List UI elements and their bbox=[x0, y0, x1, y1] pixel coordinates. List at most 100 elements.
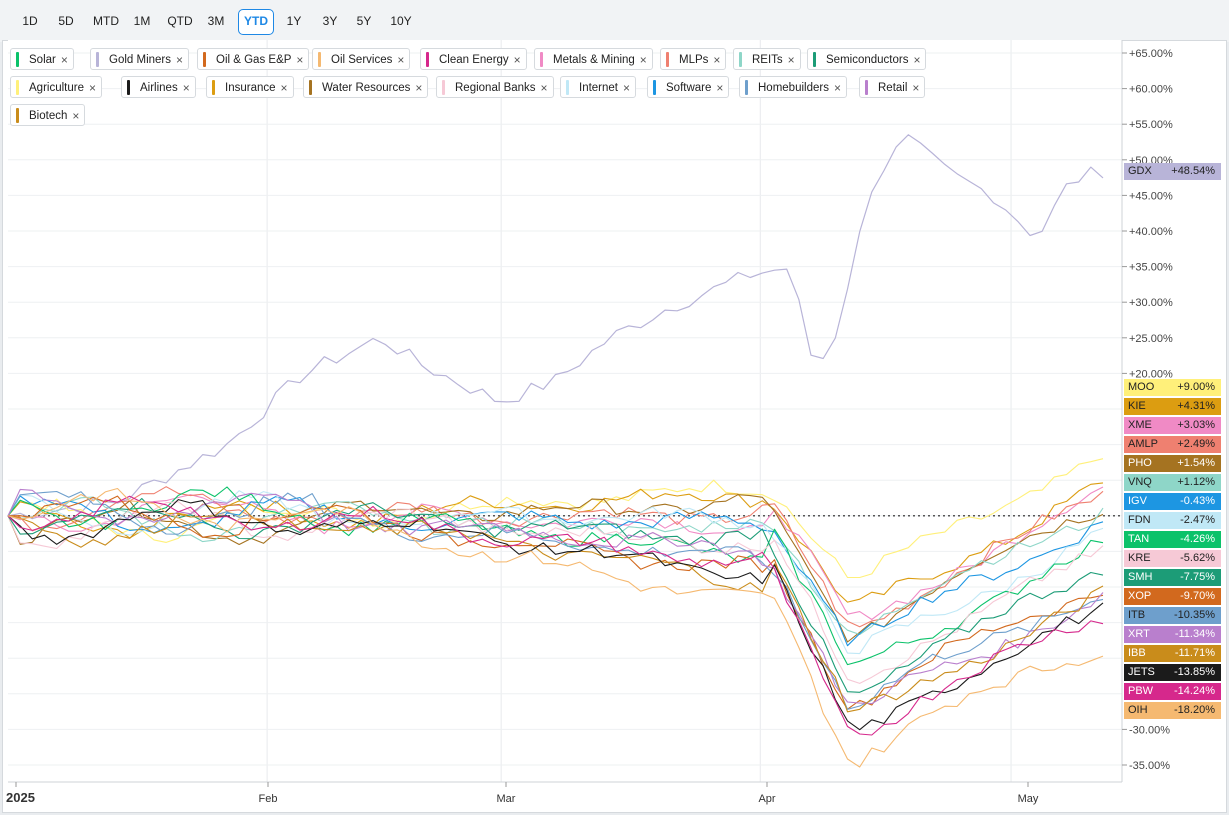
series-chip-oil-services[interactable]: Oil Services × bbox=[312, 48, 411, 70]
value-tag-percent: -11.71% bbox=[1174, 647, 1215, 659]
series-chip-gold-miners[interactable]: Gold Miners × bbox=[90, 48, 189, 70]
series-chip-semiconductors[interactable]: Semiconductors × bbox=[807, 48, 927, 70]
range-button-3m[interactable]: 3M bbox=[207, 14, 225, 28]
value-tag-symbol: IBB bbox=[1128, 647, 1146, 659]
range-button-mtd[interactable]: MTD bbox=[93, 14, 119, 28]
x-tick-label: May bbox=[1018, 793, 1039, 805]
series-chip-biotech[interactable]: Biotech × bbox=[10, 104, 86, 126]
remove-series-icon[interactable]: × bbox=[88, 81, 96, 95]
series-line-smh bbox=[7, 497, 1104, 693]
series-color-swatch bbox=[16, 80, 19, 95]
range-button-ytd[interactable]: YTD bbox=[238, 9, 274, 35]
value-tag-gdx: GDX +48.54% bbox=[1124, 163, 1221, 180]
remove-series-icon[interactable]: × bbox=[60, 53, 68, 67]
x-tick-label: Feb bbox=[259, 793, 278, 805]
value-tag-smh: SMH -7.75% bbox=[1124, 569, 1221, 586]
remove-series-icon[interactable]: × bbox=[397, 53, 405, 67]
series-chip-reits[interactable]: REITs × bbox=[733, 48, 801, 70]
series-chip-label: Oil & Gas E&P bbox=[216, 54, 292, 66]
series-chip-label: Software bbox=[666, 82, 712, 94]
series-chip-label: Clean Energy bbox=[439, 54, 509, 66]
remove-series-icon[interactable]: × bbox=[833, 81, 841, 95]
series-chip-solar[interactable]: Solar × bbox=[10, 48, 74, 70]
range-button-qtd[interactable]: QTD bbox=[167, 14, 193, 28]
remove-series-icon[interactable]: × bbox=[639, 53, 647, 67]
series-chip-software[interactable]: Software × bbox=[647, 76, 730, 98]
series-chip-internet[interactable]: Internet × bbox=[560, 76, 636, 98]
value-tag-percent: +1.12% bbox=[1177, 476, 1215, 488]
series-chip-clean-energy[interactable]: Clean Energy × bbox=[420, 48, 527, 70]
value-tag-symbol: XME bbox=[1128, 419, 1152, 431]
series-chip-retail[interactable]: Retail × bbox=[859, 76, 926, 98]
remove-series-icon[interactable]: × bbox=[787, 53, 795, 67]
remove-series-icon[interactable]: × bbox=[72, 109, 80, 123]
series-chip-metals-mining[interactable]: Metals & Mining × bbox=[534, 48, 653, 70]
value-tag-xme: XME +3.03% bbox=[1124, 417, 1221, 434]
value-tag-itb: ITB -10.35% bbox=[1124, 607, 1221, 624]
remove-series-icon[interactable]: × bbox=[513, 53, 521, 67]
value-tag-percent: -14.24% bbox=[1174, 685, 1215, 697]
series-line-tan bbox=[7, 486, 1104, 666]
remove-series-icon[interactable]: × bbox=[415, 81, 423, 95]
series-line-fdn bbox=[7, 490, 1104, 655]
series-chip-airlines[interactable]: Airlines × bbox=[121, 76, 196, 98]
remove-series-icon[interactable]: × bbox=[175, 53, 183, 67]
remove-series-icon[interactable]: × bbox=[912, 81, 920, 95]
range-button-10y[interactable]: 10Y bbox=[390, 14, 412, 28]
range-button-5y[interactable]: 5Y bbox=[356, 14, 372, 28]
range-button-3y[interactable]: 3Y bbox=[322, 14, 338, 28]
remove-series-icon[interactable]: × bbox=[713, 53, 721, 67]
value-tag-percent: +2.49% bbox=[1177, 438, 1215, 450]
range-button-1m[interactable]: 1M bbox=[133, 14, 151, 28]
x-tick-label: Mar bbox=[497, 793, 516, 805]
remove-series-icon[interactable]: × bbox=[296, 53, 304, 67]
series-chip-regional-banks[interactable]: Regional Banks × bbox=[436, 76, 554, 98]
remove-series-icon[interactable]: × bbox=[540, 81, 548, 95]
remove-series-icon[interactable]: × bbox=[280, 81, 288, 95]
series-chip-label: Gold Miners bbox=[109, 54, 171, 66]
value-tag-jets: JETS -13.85% bbox=[1124, 664, 1221, 681]
series-line-xop bbox=[7, 495, 1104, 710]
value-tag-percent: -0.43% bbox=[1180, 495, 1215, 507]
series-chip-homebuilders[interactable]: Homebuilders × bbox=[739, 76, 847, 98]
range-button-1y[interactable]: 1Y bbox=[286, 14, 302, 28]
value-tag-symbol: OIH bbox=[1128, 704, 1148, 716]
range-toolbar: 1D 5D MTD 1M QTD 3M YTD 1Y 3Y 5Y 10Y bbox=[0, 0, 1229, 42]
remove-series-icon[interactable]: × bbox=[913, 53, 921, 67]
value-tag-symbol: PBW bbox=[1128, 685, 1154, 697]
remove-series-icon[interactable]: × bbox=[622, 81, 630, 95]
value-tag-kre: KRE -5.62% bbox=[1124, 550, 1221, 567]
plot-area bbox=[8, 40, 1122, 782]
y-tick-label: +40.00% bbox=[1129, 226, 1173, 238]
x-tick-label: Apr bbox=[758, 793, 775, 805]
series-color-swatch bbox=[865, 80, 868, 95]
y-tick-label: -35.00% bbox=[1129, 760, 1170, 772]
value-tag-symbol: XRT bbox=[1128, 628, 1150, 640]
series-chip-insurance[interactable]: Insurance × bbox=[206, 76, 294, 98]
value-tag-symbol: VNQ bbox=[1128, 476, 1152, 488]
value-tag-pbw: PBW -14.24% bbox=[1124, 683, 1221, 700]
value-tag-moo: MOO +9.00% bbox=[1124, 379, 1221, 396]
value-tag-symbol: XOP bbox=[1128, 590, 1152, 602]
value-tag-fdn: FDN -2.47% bbox=[1124, 512, 1221, 529]
series-chip-water-resources[interactable]: Water Resources × bbox=[303, 76, 429, 98]
value-tag-symbol: JETS bbox=[1128, 666, 1155, 678]
value-tag-percent: +4.31% bbox=[1177, 400, 1215, 412]
value-tag-percent: +48.54% bbox=[1171, 165, 1215, 177]
series-chip-agriculture[interactable]: Agriculture × bbox=[10, 76, 102, 98]
range-button-5d[interactable]: 5D bbox=[58, 14, 74, 28]
remove-series-icon[interactable]: × bbox=[716, 81, 724, 95]
remove-series-icon[interactable]: × bbox=[182, 81, 190, 95]
y-tick-label: +65.00% bbox=[1129, 48, 1173, 60]
range-button-1d[interactable]: 1D bbox=[22, 14, 38, 28]
series-line-ibb bbox=[7, 503, 1104, 713]
value-tag-vnq: VNQ +1.12% bbox=[1124, 474, 1221, 491]
series-color-swatch bbox=[442, 80, 445, 95]
value-tag-percent: -11.34% bbox=[1174, 628, 1215, 640]
series-chip-label: Semiconductors bbox=[826, 54, 909, 66]
series-chip-oil-gas-e-p[interactable]: Oil & Gas E&P × bbox=[197, 48, 310, 70]
series-color-swatch bbox=[318, 52, 321, 67]
y-tick-label: +35.00% bbox=[1129, 262, 1173, 274]
y-tick-label: +60.00% bbox=[1129, 84, 1173, 96]
series-chip-mlps[interactable]: MLPs × bbox=[660, 48, 727, 70]
